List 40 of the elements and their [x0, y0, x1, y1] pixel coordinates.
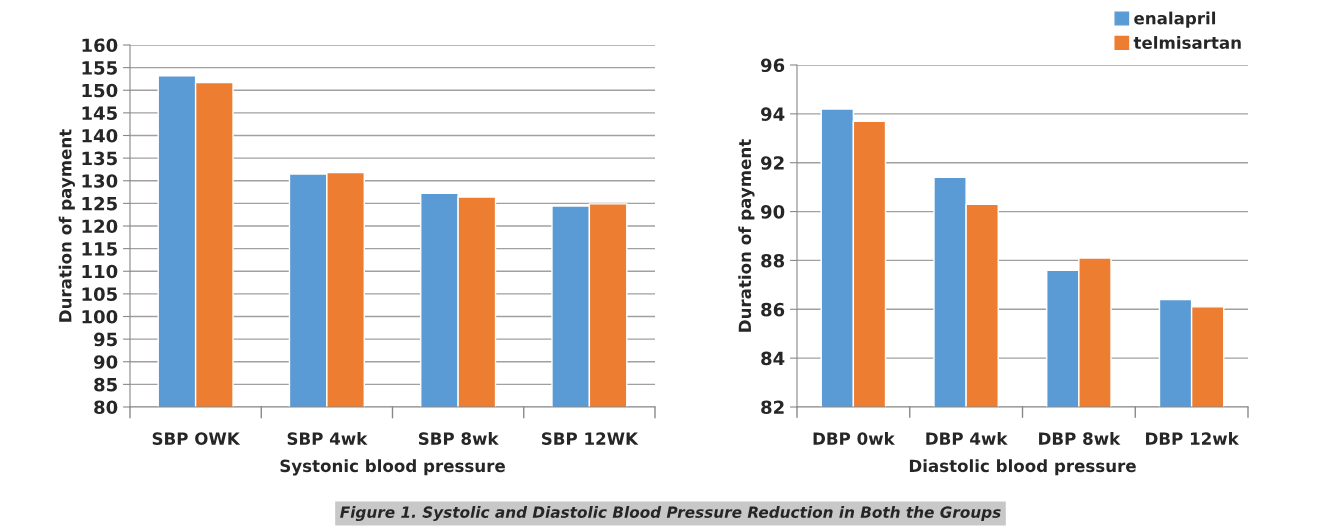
y-tick-label: 110 [82, 264, 118, 279]
x-tick-label: DBP 8wk [1039, 432, 1121, 445]
caption: Figure 1. Systolic and Diastolic Blood Pressure Reduction in Both the Groups [340, 506, 1001, 521]
x-tick-label: DBP 4wk [926, 432, 1008, 445]
y-tick-label: 100 [82, 309, 118, 324]
y-tick-label: 82 [761, 400, 784, 415]
x-tick-label: DBP 12wk [1146, 432, 1240, 445]
y-tick-label: 94 [761, 107, 785, 121]
y-tick-label: 155 [82, 61, 117, 75]
y-tick-label: 120 [82, 219, 118, 234]
y-axis-title: Duration of payment [738, 139, 755, 332]
y-tick-label: 90 [761, 205, 785, 219]
legend-label: telmisartan [1133, 36, 1241, 49]
x-tick-label: SBP OWK [152, 432, 241, 445]
y-tick-label: 96 [761, 58, 785, 73]
x-tick-label: DBP 0wk [813, 432, 896, 445]
y-tick-label: 80 [94, 400, 118, 415]
x-tick-label: SBP 8wk [418, 432, 499, 445]
y-tick-label: 86 [761, 302, 785, 317]
x-axis-title: Systonic blood pressure [280, 459, 505, 476]
y-tick-label: 160 [82, 38, 118, 53]
y-tick-label: 84 [761, 351, 785, 366]
y-tick-label: 105 [82, 287, 117, 301]
y-tick-label: 145 [82, 106, 117, 120]
y-tick-label: 88 [761, 253, 785, 268]
y-tick-label: 85 [94, 377, 117, 392]
legend-label: enalapril [1134, 11, 1216, 28]
y-tick-label: 150 [82, 83, 118, 98]
y-tick-label: 130 [82, 174, 118, 188]
y-tick-label: 92 [761, 156, 784, 170]
y-tick-label: 135 [82, 151, 117, 166]
y-tick-label: 95 [94, 332, 117, 347]
y-tick-label: 125 [82, 196, 117, 211]
x-axis-title: Diastolic blood pressure [909, 459, 1136, 476]
y-tick-label: 140 [82, 128, 118, 143]
y-tick-label: 115 [82, 242, 117, 256]
x-tick-label: SBP 4wk [287, 432, 368, 445]
y-tick-label: 90 [94, 355, 118, 369]
y-axis-title: Duration of payment [58, 129, 75, 322]
x-tick-label: SBP 12WK [541, 432, 639, 445]
